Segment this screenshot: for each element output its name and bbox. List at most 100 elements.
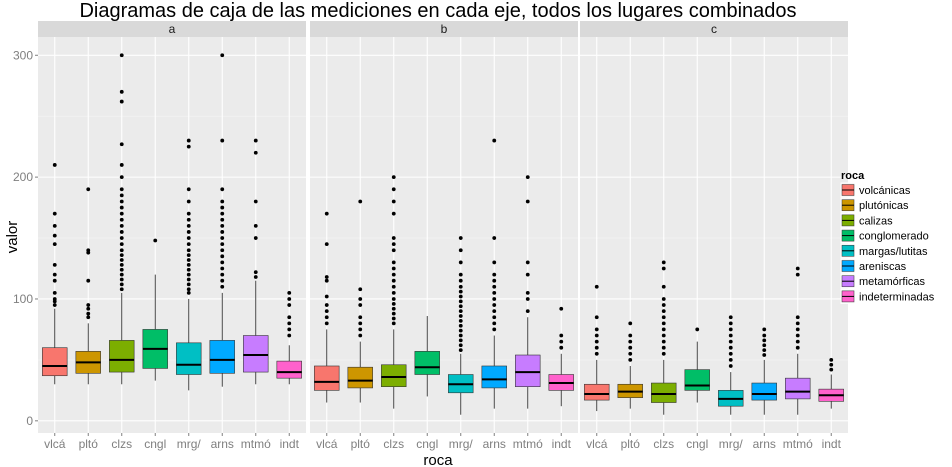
legend-entry: conglomerado [840,228,929,244]
outlier-point [220,278,225,283]
outlier-point [186,211,191,216]
outlier-point [253,270,258,275]
outlier-point [186,290,191,295]
outlier-point [52,223,57,228]
outlier-point [525,309,530,314]
outlier-point [795,327,800,332]
outlier-point [728,339,733,344]
outlier-point [119,272,124,277]
outlier-point [220,266,225,271]
outlier-point [391,248,396,253]
legend-label: plutónicas [859,200,909,212]
outlier-point [324,242,329,247]
outlier-point [762,348,767,353]
outlier-point [186,253,191,258]
outlier-point [829,357,834,362]
box-body [381,364,407,387]
outlier-point [728,321,733,326]
panel-a: a vlcá pltó clzs cngl mrg/arns mtmó indt [38,21,306,451]
outlier-point [458,319,463,323]
x-tick-label: cngl [416,437,438,451]
outlier-point [186,144,191,149]
outlier-point [220,53,225,58]
outlier-point [559,345,564,350]
outlier-point [762,343,767,348]
outlier-point [559,306,564,311]
x-tick-label: indt [280,437,300,451]
outlier-point [391,316,396,321]
x-tick-label: indt [822,437,842,451]
box-a-5 [209,53,235,387]
outlier-point [253,199,258,204]
outlier-point [458,289,463,294]
y-axis-title: valor [4,221,21,254]
outlier-point [287,315,292,320]
outlier-point [52,262,57,267]
box-c-0 [584,284,610,412]
outlier-point [661,333,666,338]
outlier-point [525,297,530,301]
outlier-point [220,187,225,192]
outlier-point [829,362,834,367]
outlier-point [220,205,225,210]
outlier-point [324,315,329,320]
outlier-point [795,321,800,326]
y-tick-label: 300 [13,48,33,62]
x-tick-label: arns [483,437,506,451]
outlier-point [324,309,329,314]
outlier-point [795,272,800,277]
outlier-point [153,238,158,243]
outlier-point [661,303,666,307]
outlier-point [86,248,91,253]
x-axis-title: roca [423,452,453,467]
outlier-point [119,267,124,272]
box-body [515,354,541,387]
outlier-point [391,175,396,180]
outlier-point [52,163,57,167]
box-c-2 [651,260,677,415]
outlier-point [86,311,91,316]
box-c-4 [718,315,744,415]
outlier-point [391,321,396,326]
outlier-point [525,175,530,180]
outlier-point [458,284,463,289]
outlier-point [492,290,497,295]
box-c-7 [818,357,844,409]
legend-entry: plutónicas [840,197,909,213]
panel-background-c [580,37,848,433]
outlier-point [391,278,396,283]
outlier-point [559,339,564,344]
legend-entry: margas/lutitas [840,243,928,259]
outlier-point [119,163,124,167]
outlier-point [525,260,530,265]
outlier-point [391,236,396,240]
outlier-point [391,199,396,204]
outlier-point [119,282,124,287]
outlier-point [220,230,225,234]
outlier-point [391,311,396,316]
outlier-point [391,290,396,295]
outlier-point [324,294,329,299]
outlier-point [52,303,57,307]
outlier-point [119,187,124,192]
outlier-point [458,260,463,265]
box-a-0 [42,163,68,385]
outlier-point [186,277,191,282]
box-body [243,335,269,373]
box-body [314,365,340,391]
outlier-point [492,309,497,314]
x-tick-label: mrg/ [719,437,744,451]
outlier-point [661,297,666,301]
legend-label: volcánicas [859,185,911,197]
outlier-point [458,272,463,277]
outlier-point [795,333,800,338]
outlier-point [661,309,666,314]
outlier-point [324,321,329,326]
outlier-point [661,339,666,344]
box-body [176,342,202,375]
legend-label: calizas [859,215,893,227]
outlier-point [728,327,733,332]
outlier-point [186,282,191,287]
outlier-point [492,236,497,240]
outlier-point [391,306,396,311]
